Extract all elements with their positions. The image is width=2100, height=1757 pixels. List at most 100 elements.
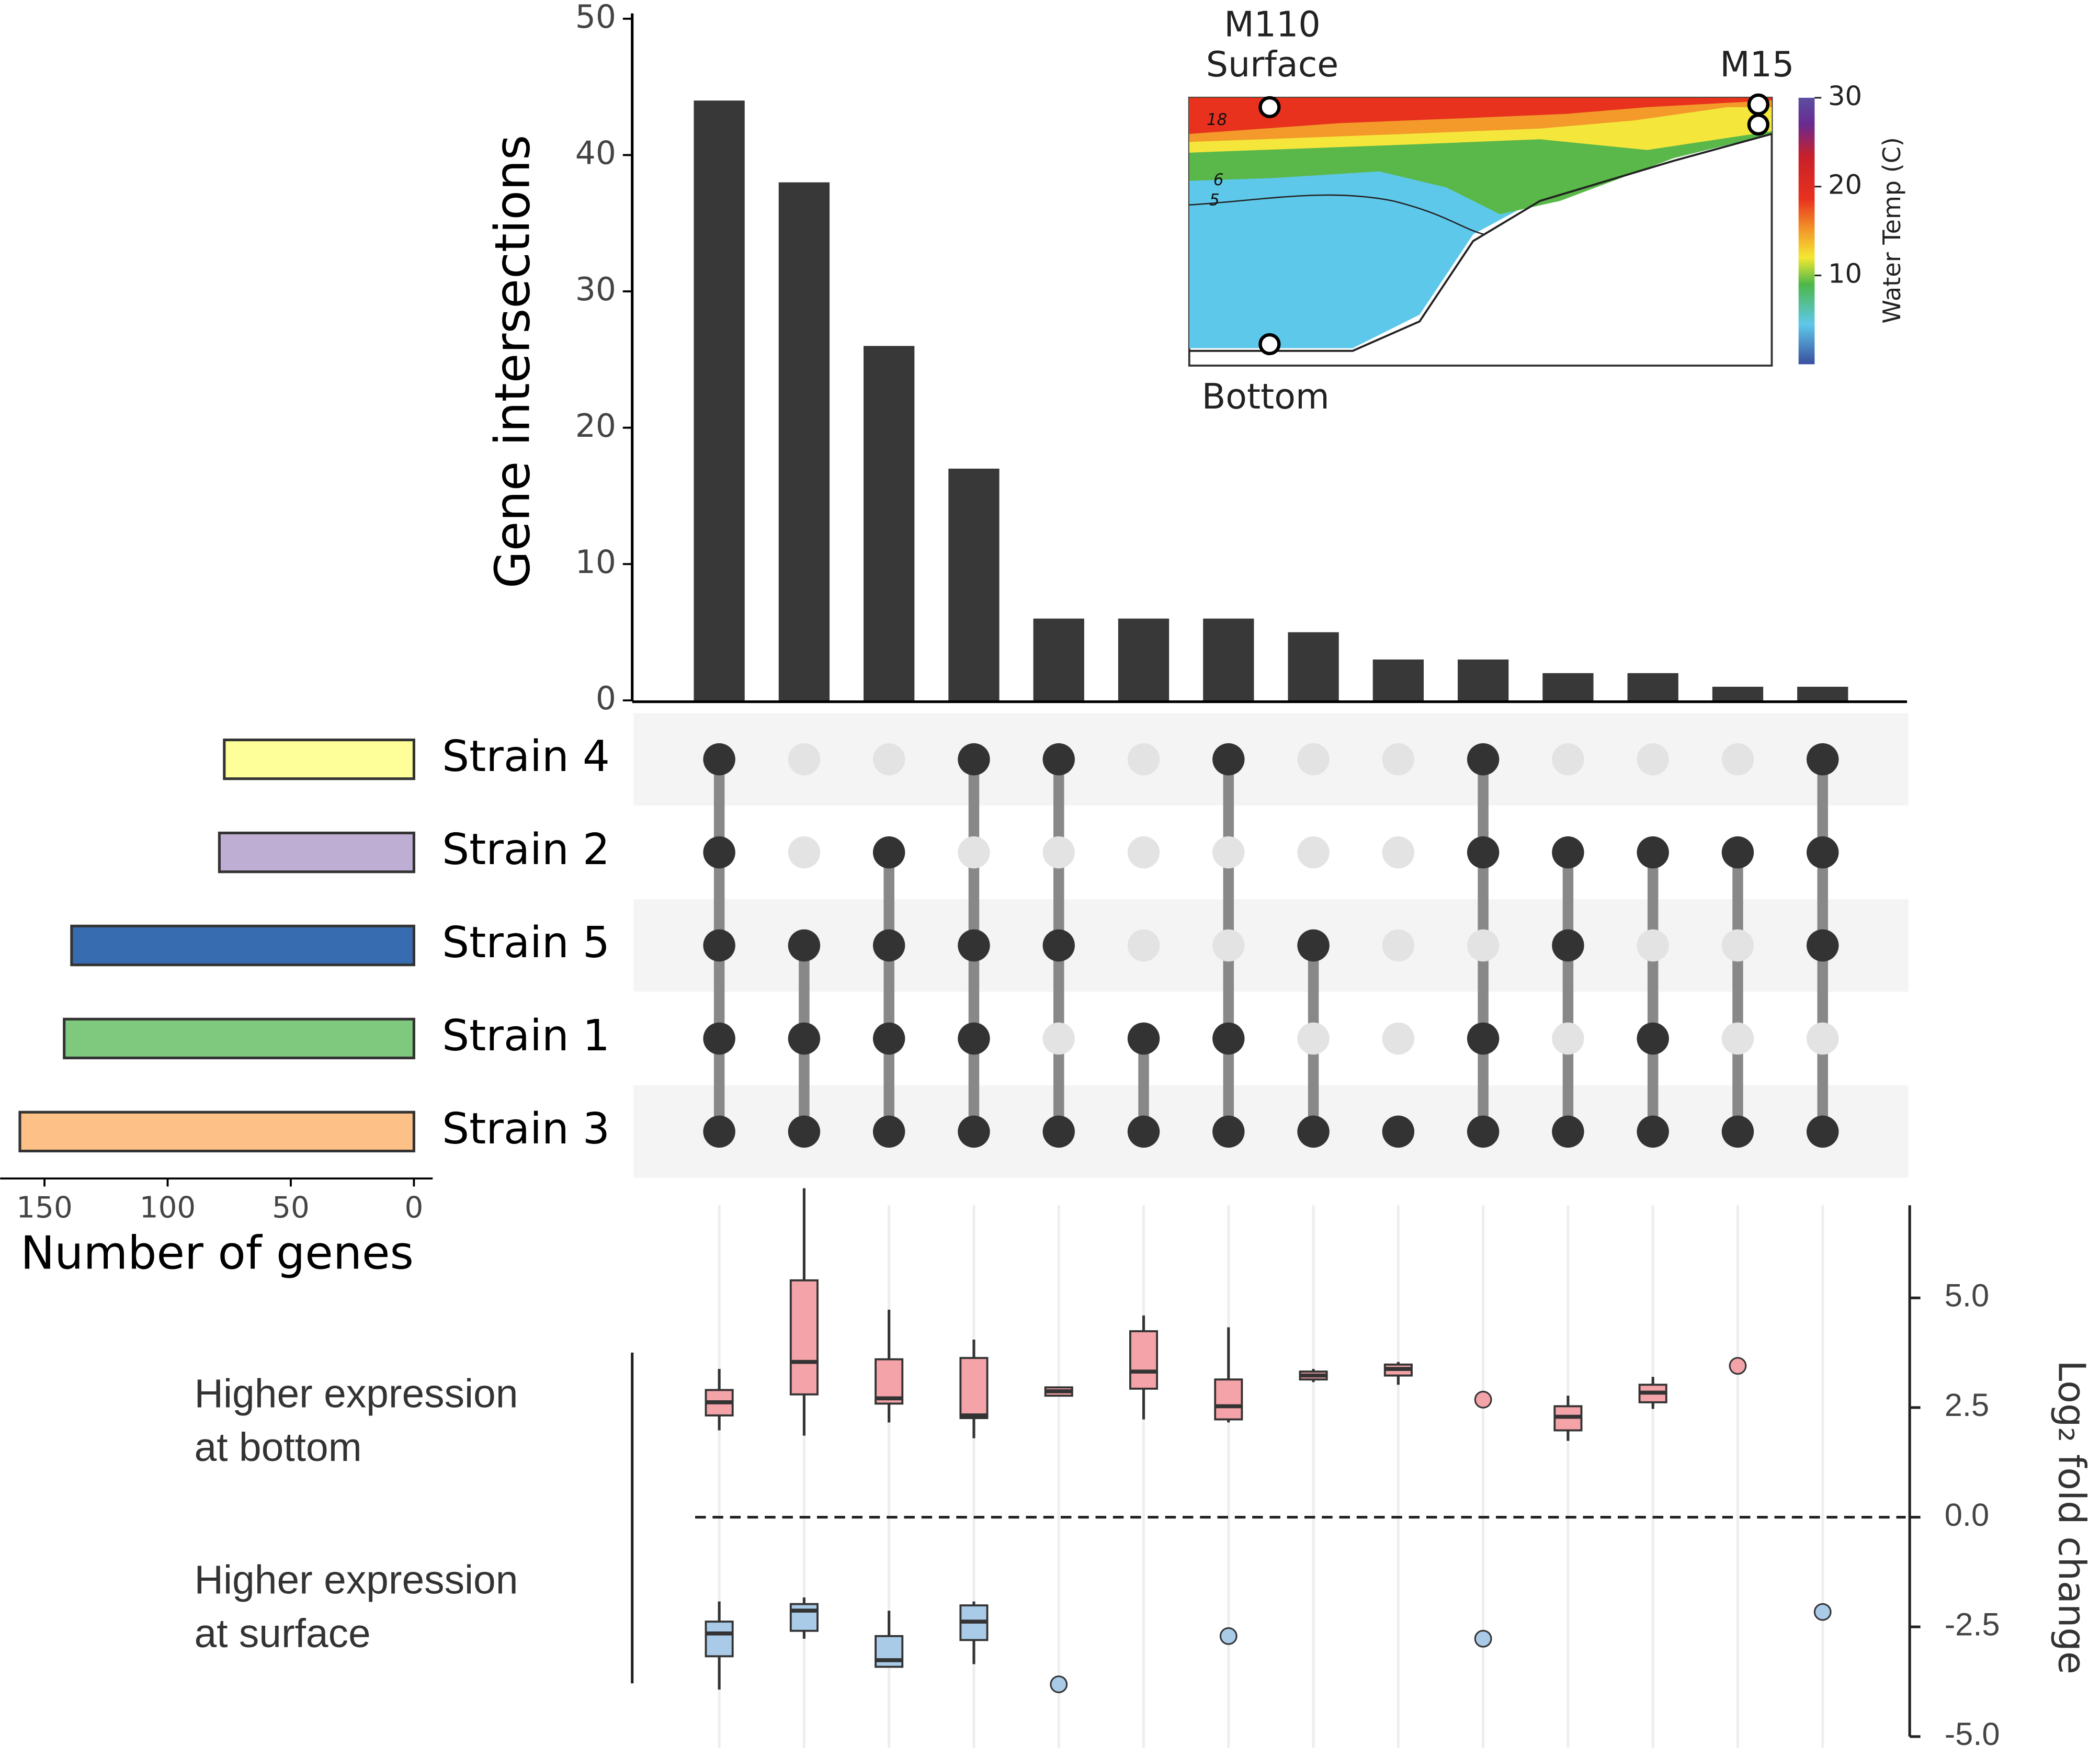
member-dot [1212,1022,1245,1055]
member-dot [1552,1022,1584,1055]
series-label: at bottom [195,1425,362,1470]
contour-label: 6 [1213,171,1224,189]
x-tick-label: 100 [140,1191,196,1225]
member-dot [1721,836,1754,869]
outlier-point [1474,1390,1492,1409]
outlier-point [1729,1357,1747,1375]
box [1214,1378,1243,1421]
member-dot [1297,836,1330,869]
member-dot [872,743,905,776]
member-dot [1382,1115,1415,1148]
member-dot [1127,743,1160,776]
series-label: at surface [195,1611,371,1656]
member-dot [1807,836,1839,869]
member-dot [703,1022,735,1055]
y-tick-label: 10 [575,543,616,581]
contour [1189,194,1484,235]
member-dot [1212,836,1245,869]
member-dot [1042,743,1075,776]
member-dot [1552,836,1584,869]
contour-label: 5 [1209,191,1220,210]
outlier-point [1813,1603,1832,1621]
outlier-point [1474,1629,1492,1648]
set-label: Strain 3 [442,1104,610,1154]
y-tick-label: 0 [596,680,616,717]
member-dot [1382,836,1415,869]
member-dot [1637,929,1669,962]
bar [1457,659,1509,700]
member-dot [1637,1115,1669,1148]
seafloor [1189,133,1772,352]
member-dot [872,836,905,869]
row-stripe [633,713,1909,806]
set-label: Strain 1 [442,1011,610,1061]
member-dot [788,1022,821,1055]
bar [1033,618,1084,700]
outlier-point [1219,1627,1238,1645]
member-dot [1807,743,1839,776]
member-dot [1721,1022,1754,1055]
member-dot [1467,1115,1500,1148]
member-dot [703,1115,735,1148]
bar [1627,673,1678,700]
member-dot [1552,1115,1584,1148]
box [789,1603,819,1632]
member-dot [1467,836,1500,869]
colorbar-tick-label: 20 [1828,169,1862,201]
member-dot [958,1115,990,1148]
member-dot [1382,743,1415,776]
member-dot [1807,1115,1839,1148]
colorbar-label: Water Temp (C) [1878,137,1906,323]
bar [948,468,1000,700]
member-dot [1212,1115,1245,1148]
row-stripe [633,1085,1909,1178]
member-dot [958,836,990,869]
inset-label: Bottom [1202,376,1330,417]
member-dot [1127,1022,1160,1055]
y-axis-label: Gene intersections [484,135,540,588]
member-dot [1637,836,1669,869]
bar [864,346,915,700]
member-dot [1212,743,1245,776]
member-dot [1721,743,1754,776]
member-dot [1042,836,1075,869]
member-dot [1637,743,1669,776]
box [959,1357,989,1419]
station [1747,113,1769,136]
member-dot [958,1022,990,1055]
x-tick-label: 0 [404,1191,423,1225]
y-tick-label: 30 [575,271,616,308]
station [1258,333,1281,356]
member-dot [1297,929,1330,962]
set-bar [218,831,415,874]
set-label: Strain 5 [442,918,610,968]
y-tick-label: 20 [575,407,616,445]
member-dot [1637,1022,1669,1055]
box [789,1279,819,1396]
y-tick-label: 50 [575,0,616,36]
bar [1288,632,1339,700]
y-tick-label: 0.0 [1945,1497,1989,1533]
y-tick-label: -5.0 [1945,1716,2000,1752]
member-dot [1467,743,1500,776]
inset-label: M15 [1720,44,1794,85]
member-dot [1807,929,1839,962]
inset-label: Surface [1206,44,1339,85]
station [1747,93,1769,116]
member-dot [1042,1115,1075,1148]
member-dot [1042,1022,1075,1055]
series-label: Higher expression [195,1557,518,1602]
member-dot [872,929,905,962]
box [875,1358,904,1405]
member-dot [703,929,735,962]
member-dot [788,836,821,869]
x-tick-label: 150 [16,1191,72,1225]
member-dot [872,1022,905,1055]
outlier-point [1050,1675,1068,1693]
set-bar [70,924,415,967]
inset-label: M110 [1224,4,1320,44]
bar [694,100,745,700]
y-axis-label: Log₂ fold change [2050,1360,2094,1674]
